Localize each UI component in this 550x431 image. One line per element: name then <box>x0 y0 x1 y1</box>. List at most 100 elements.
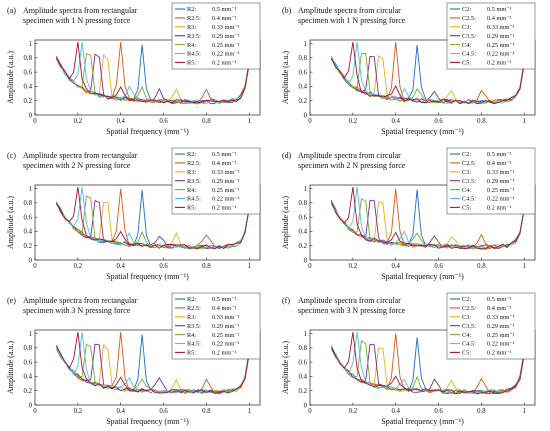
x-tick-label: 1 <box>248 263 251 270</box>
x-tick-label: 1 <box>523 118 526 125</box>
panel-e: (e) Amplitude spectra from rectangularspe… <box>6 292 261 426</box>
legend-series-name: R2: <box>187 296 196 303</box>
y-tick-label: 0.6 <box>299 69 308 76</box>
legend-series-freq: 0.33 mm⁻¹ <box>487 24 515 31</box>
legend-series-freq: 0.5 mm⁻¹ <box>212 296 237 303</box>
y-tick-label: 1 <box>304 41 307 48</box>
panel-title-line2: specimen with 1 N pressing force <box>298 16 406 25</box>
y-tick-label: 0.4 <box>299 229 308 236</box>
legend-series-name: C5: <box>462 60 471 67</box>
panel-c: (c) Amplitude spectra from rectangularspe… <box>6 147 261 281</box>
legend-series-name: C4: <box>462 332 471 339</box>
legend-series-freq: 0.4 mm⁻¹ <box>487 15 512 22</box>
y-tick-label: 0.4 <box>24 229 33 236</box>
y-axis-label: Amplitude (a.u.) <box>6 51 15 104</box>
legend-series-freq: 0.33 mm⁻¹ <box>487 314 515 321</box>
legend-series-name: C4.5: <box>462 196 476 203</box>
y-tick-label: 0 <box>29 112 33 119</box>
y-tick-label: 0.8 <box>24 55 33 62</box>
legend-series-name: R3: <box>187 314 196 321</box>
legend-series-freq: 0.22 mm⁻¹ <box>212 196 240 203</box>
legend-box <box>446 2 536 70</box>
legend-series-freq: 0.29 mm⁻¹ <box>487 323 515 330</box>
y-tick-label: 0.8 <box>299 55 308 62</box>
panel-label: (b) <box>282 6 292 15</box>
panel-label: (f) <box>282 296 290 305</box>
y-tick-label: 0.4 <box>24 374 33 381</box>
panel-f: (f) Amplitude spectra from circularspecim… <box>281 292 536 426</box>
legend-series-freq: 0.2 mm⁻¹ <box>487 350 512 357</box>
legend-series-freq: 0.2 mm⁻¹ <box>212 60 237 67</box>
x-tick-label: 0 <box>308 408 312 415</box>
series-line-R45 <box>55 42 250 105</box>
x-tick-label: 0 <box>33 263 37 270</box>
y-tick-label: 0.6 <box>299 359 308 366</box>
legend-series-name: C3: <box>462 24 471 31</box>
legend-box <box>171 147 261 215</box>
legend-series-freq: 0.25 mm⁻¹ <box>487 332 515 339</box>
x-axis-label: Spatial frequency (mm⁻¹) <box>381 127 464 136</box>
legend-series-freq: 0.22 mm⁻¹ <box>487 51 515 58</box>
y-tick-label: 0.4 <box>299 84 308 91</box>
x-axis-label: Spatial frequency (mm⁻¹) <box>381 272 464 281</box>
x-tick-label: 0.4 <box>391 118 400 125</box>
x-tick-label: 0.8 <box>202 118 211 125</box>
axes-frame <box>309 329 536 406</box>
legend-series-freq: 0.2 mm⁻¹ <box>212 350 237 357</box>
legend-series-freq: 0.29 mm⁻¹ <box>212 178 240 185</box>
legend-series-name: C4.5: <box>462 341 476 348</box>
legend-series-name: C4: <box>462 42 471 49</box>
legend-series-freq: 0.4 mm⁻¹ <box>212 15 237 22</box>
legend-series-name: R3.5: <box>187 33 201 40</box>
y-tick-label: 0.2 <box>24 243 33 250</box>
legend-series-freq: 0.2 mm⁻¹ <box>487 205 512 212</box>
x-tick-label: 0 <box>33 118 37 125</box>
x-tick-label: 1 <box>523 408 526 415</box>
y-tick-label: 0.6 <box>24 214 33 221</box>
x-axis-label: Spatial frequency (mm⁻¹) <box>106 272 189 281</box>
series-line-C5 <box>330 42 525 105</box>
legend-series-name: R3.5: <box>187 323 201 330</box>
legend-series-freq: 0.33 mm⁻¹ <box>487 169 515 176</box>
legend-series-name: C2: <box>462 6 471 13</box>
series-line-R5 <box>55 42 250 104</box>
legend-series-freq: 0.5 mm⁻¹ <box>212 151 237 158</box>
x-axis-label: Spatial frequency (mm⁻¹) <box>106 127 189 136</box>
x-tick-label: 0.6 <box>159 118 168 125</box>
y-tick-label: 0.4 <box>24 84 33 91</box>
panel-title-line2: specimen with 2 N pressing force <box>23 161 131 170</box>
x-tick-label: 0 <box>308 118 312 125</box>
axes-frame <box>34 39 261 116</box>
x-tick-label: 0.8 <box>202 263 211 270</box>
legend-series-name: R4: <box>187 42 196 49</box>
axes-frame <box>34 329 261 406</box>
panel-title-line1: Amplitude spectra from rectangular <box>23 6 138 15</box>
y-tick-label: 0.6 <box>299 214 308 221</box>
legend-series-freq: 0.25 mm⁻¹ <box>212 332 240 339</box>
x-tick-label: 0.2 <box>74 118 83 125</box>
series-line-C5 <box>330 332 525 395</box>
legend-series-freq: 0.22 mm⁻¹ <box>212 51 240 58</box>
legend-series-name: R5: <box>187 350 196 357</box>
x-tick-label: 0.2 <box>349 408 358 415</box>
legend-series-name: R2: <box>187 151 196 158</box>
legend-series-freq: 0.4 mm⁻¹ <box>487 160 512 167</box>
series-line-C4 <box>331 198 525 250</box>
x-tick-label: 0.6 <box>434 118 443 125</box>
legend-series-name: C4: <box>462 187 471 194</box>
legend-series-freq: 0.4 mm⁻¹ <box>212 160 237 167</box>
legend-series-name: C2.5: <box>462 15 476 22</box>
legend-series-freq: 0.2 mm⁻¹ <box>487 60 512 67</box>
y-axis-label: Amplitude (a.u.) <box>281 51 290 104</box>
x-tick-label: 0.2 <box>349 263 358 270</box>
legend-box <box>446 292 536 360</box>
legend-series-freq: 0.29 mm⁻¹ <box>487 33 515 40</box>
x-tick-label: 0.8 <box>477 263 486 270</box>
y-axis-label: Amplitude (a.u.) <box>6 341 15 394</box>
legend-series-name: C3: <box>462 169 471 176</box>
x-tick-label: 0.8 <box>477 408 486 415</box>
y-tick-label: 0.8 <box>299 345 308 352</box>
y-tick-label: 0.2 <box>24 388 33 395</box>
x-tick-label: 0.4 <box>391 408 400 415</box>
